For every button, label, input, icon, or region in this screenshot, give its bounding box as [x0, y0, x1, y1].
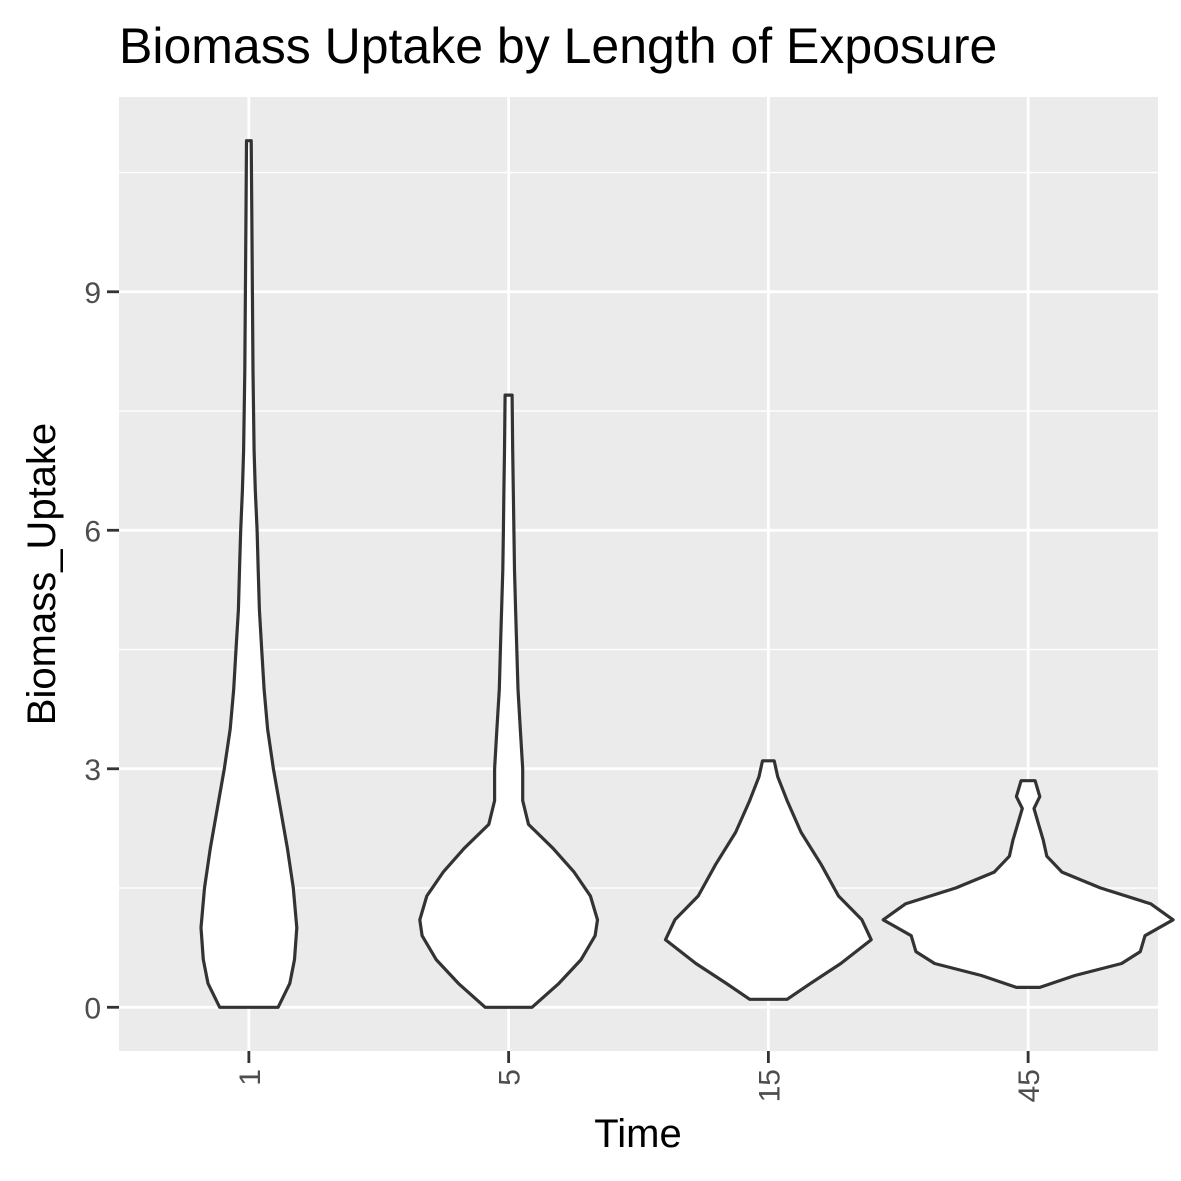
- chart-title: Biomass Uptake by Length of Exposure: [119, 18, 997, 74]
- violin-45: [881, 779, 1175, 989]
- y-tick-label: 6: [84, 515, 101, 548]
- x-axis: 1 5 15 45: [234, 1051, 1046, 1102]
- y-tick-label: 9: [84, 277, 101, 310]
- x-tick-label: 5: [494, 1069, 527, 1086]
- violin-5: [418, 393, 600, 1009]
- y-tick-label: 0: [84, 992, 101, 1025]
- x-tick-label: 1: [234, 1069, 267, 1086]
- y-axis: 0 3 6 9: [84, 277, 119, 1025]
- y-axis-title: Biomass_Uptake: [20, 423, 64, 725]
- violins: [199, 139, 1175, 1009]
- violin-15: [663, 759, 873, 1001]
- x-tick-label: 15: [753, 1069, 786, 1102]
- x-axis-title: Time: [594, 1112, 681, 1156]
- violin-1: [199, 139, 299, 1009]
- x-tick-label: 45: [1013, 1069, 1046, 1102]
- y-tick-label: 3: [84, 754, 101, 787]
